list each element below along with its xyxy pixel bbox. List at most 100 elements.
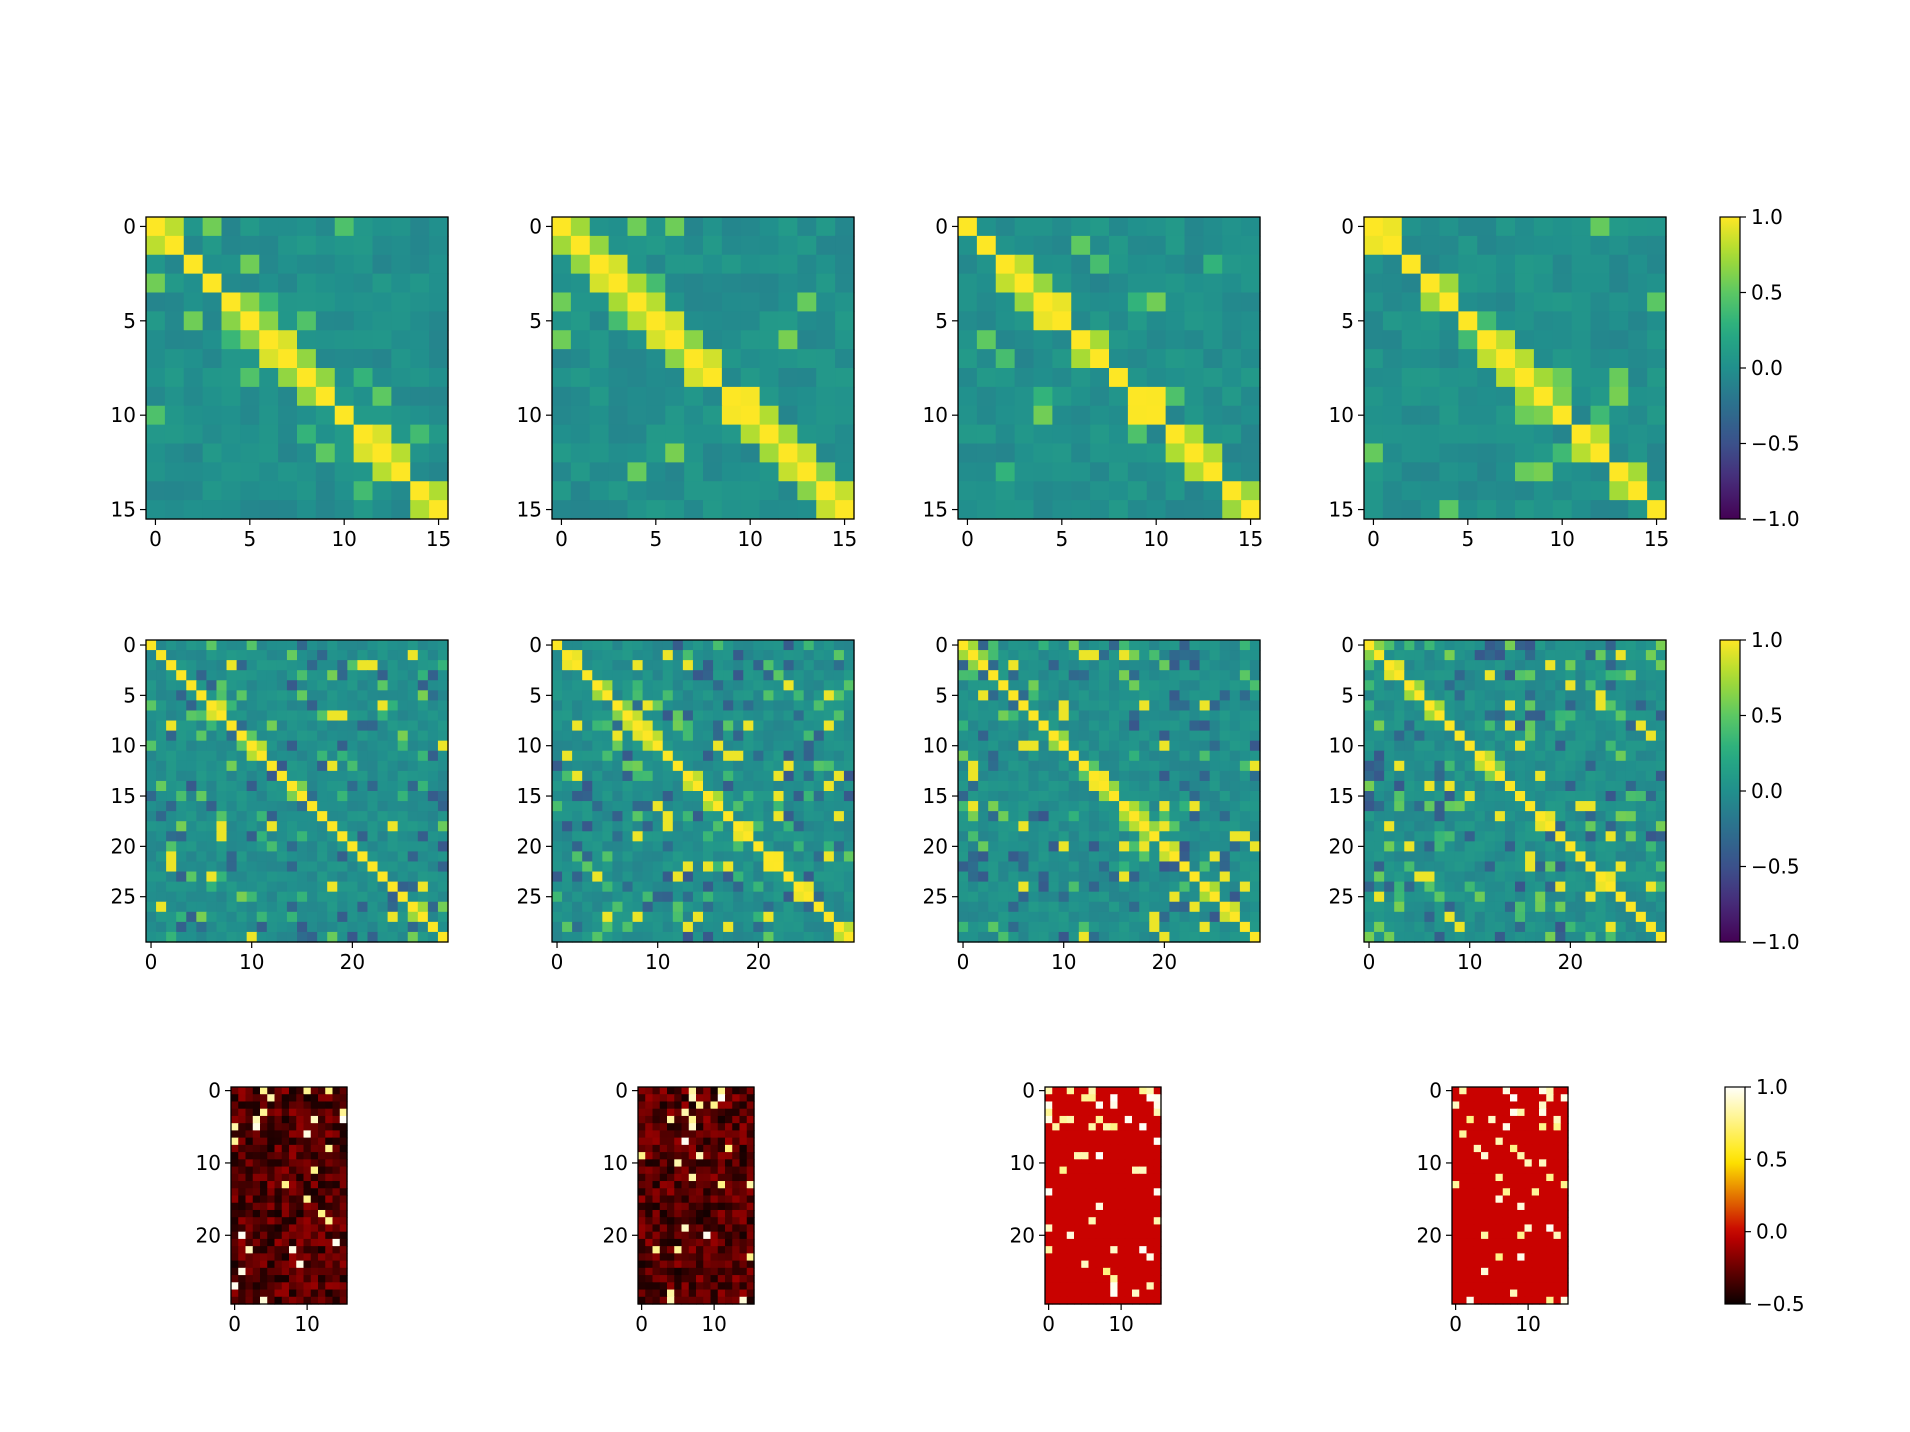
heatmap-cell [988, 770, 999, 782]
heatmap-cell [684, 481, 704, 501]
heatmap-cell [1165, 292, 1186, 312]
heatmap-cell [407, 911, 419, 923]
heatmap-cell [1048, 841, 1060, 852]
heatmap-cell [1008, 730, 1019, 742]
heatmap-cell [998, 861, 1009, 873]
heatmap-cell [256, 881, 268, 893]
heatmap-cell [1484, 871, 1496, 883]
heatmap-cell [1109, 235, 1129, 256]
heatmap-cell [146, 349, 166, 369]
heatmap-cell [164, 424, 185, 445]
heatmap-cell [1625, 851, 1637, 863]
heatmap-cell [317, 740, 328, 752]
heatmap-cell [1555, 740, 1566, 752]
heatmap-cell [652, 720, 664, 732]
x-tick-label: 0 [961, 527, 974, 551]
heatmap-cell [289, 1159, 297, 1168]
heatmap-cell [572, 861, 583, 873]
heatmap-cell [246, 821, 258, 832]
heatmap-cell [1647, 349, 1667, 369]
heatmap-cell [1159, 760, 1170, 772]
heatmap-cell [281, 1159, 290, 1168]
heatmap-cell [1625, 690, 1637, 701]
heatmap-cell [1382, 462, 1403, 482]
heatmap-cell [622, 901, 634, 913]
heatmap-cell [1068, 650, 1080, 661]
heatmap-cell [692, 690, 704, 701]
heatmap-cell [1504, 690, 1516, 701]
heatmap-cell [1058, 861, 1070, 873]
heatmap-cell [297, 821, 308, 832]
heatmap-cell [1129, 901, 1140, 913]
heatmap-cell [958, 443, 978, 463]
heatmap-cell [260, 1108, 268, 1117]
heatmap-cell [1109, 851, 1120, 863]
heatmap-cell [327, 670, 338, 681]
heatmap-cell [1444, 931, 1456, 943]
heatmap-cell [1645, 861, 1657, 873]
heatmap-cell [1169, 760, 1181, 772]
heatmap-cell [1525, 680, 1536, 691]
heatmap-cell [1484, 760, 1496, 772]
heatmap-cell [318, 1166, 326, 1175]
heatmap-cell [347, 921, 358, 933]
heatmap-cell [1209, 861, 1221, 873]
heatmap-cell [1229, 740, 1241, 752]
heatmap-cell [570, 368, 591, 388]
heatmap-cell [665, 424, 685, 445]
heatmap-cell [1414, 640, 1425, 651]
heatmap-cell [1424, 660, 1436, 671]
heatmap-cell [797, 462, 817, 482]
heatmap-cell [627, 368, 647, 388]
heatmap-cell [1068, 720, 1080, 732]
heatmap-cell [602, 660, 613, 671]
heatmap-cell [337, 640, 348, 651]
heatmap-cell [662, 821, 674, 832]
heatmap-cell [1605, 670, 1617, 681]
heatmap-cell [1239, 660, 1251, 671]
heatmap-cell [196, 901, 207, 913]
heatmap-cell [1018, 640, 1030, 651]
heatmap-cell [1464, 921, 1476, 933]
heatmap-cell [682, 861, 694, 873]
heatmap-cell [1565, 881, 1576, 893]
heatmap-cell [783, 921, 795, 933]
heatmap-cell [387, 901, 399, 913]
heatmap-cell [552, 424, 572, 445]
heatmap-cell [307, 780, 318, 792]
heatmap-cell [968, 680, 979, 691]
heatmap-cell [703, 690, 714, 701]
heatmap-cell [682, 730, 694, 742]
heatmap-cell [1535, 720, 1546, 732]
heatmap-cell [552, 891, 563, 903]
heatmap-cell [672, 911, 684, 923]
heatmap-cell [327, 720, 338, 732]
heatmap-cell [692, 700, 704, 712]
heatmap-cell [317, 730, 328, 742]
heatmap-cell [397, 660, 409, 671]
y-tick-label: 5 [1341, 683, 1354, 707]
heatmap-cell [1090, 311, 1110, 331]
heatmap-cell [1165, 217, 1186, 237]
heatmap-cell [552, 690, 563, 701]
heatmap-cell [186, 851, 197, 863]
heatmap-cell [1219, 931, 1231, 943]
y-tick-label: 25 [923, 885, 948, 909]
heatmap-cell [1555, 891, 1566, 903]
heatmap-cell [995, 386, 1016, 407]
heatmap-cell [642, 851, 654, 863]
heatmap-cell [793, 861, 805, 873]
heatmap-cell [1239, 780, 1251, 792]
heatmap-cell [297, 311, 317, 331]
heatmap-cell [1189, 680, 1201, 691]
heatmap-cell [196, 811, 207, 822]
heatmap-cell [1635, 670, 1647, 681]
heatmap-cell [1494, 871, 1506, 883]
heatmap-cell [1525, 871, 1536, 883]
heatmap-cell [1384, 690, 1395, 701]
heatmap-cell [303, 1108, 312, 1117]
heatmap-cell [337, 811, 348, 822]
heatmap-cell [713, 831, 724, 842]
heatmap-cell [1444, 861, 1456, 873]
heatmap-cell [733, 901, 744, 913]
